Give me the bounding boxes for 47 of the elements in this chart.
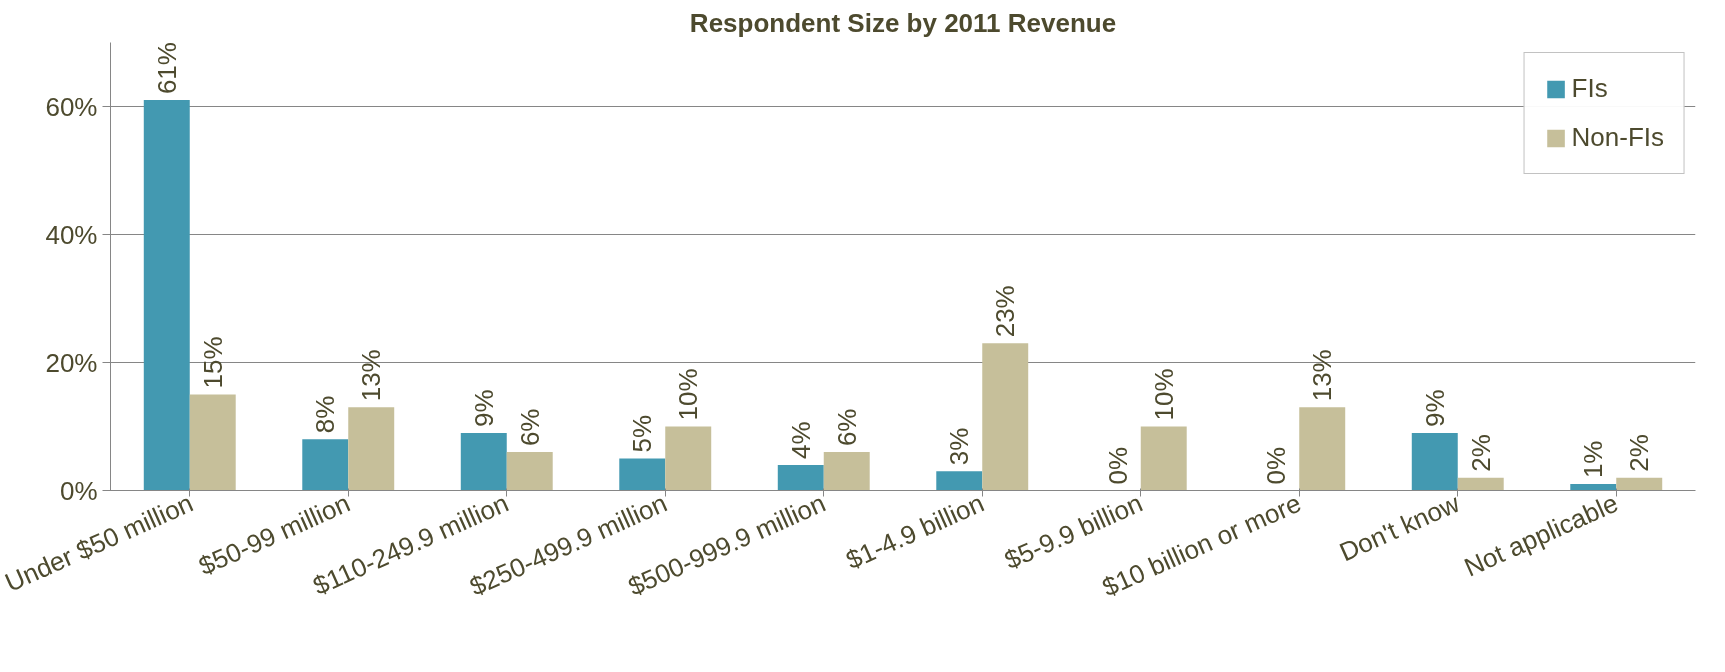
data-label: 1% — [1578, 440, 1609, 479]
bar — [1457, 477, 1504, 491]
x-tick-label: $1-4.9 billion — [841, 487, 989, 576]
bar — [189, 394, 236, 491]
bar — [302, 439, 349, 491]
bar — [506, 452, 553, 491]
data-label: 10% — [673, 368, 704, 421]
bar — [777, 464, 824, 491]
data-label: 6% — [831, 408, 862, 447]
bar — [460, 432, 507, 491]
data-label: 3% — [944, 427, 975, 466]
chart-title: Respondent Size by 2011 Revenue — [689, 7, 1117, 38]
data-label: 13% — [1307, 349, 1338, 402]
data-label: 6% — [514, 408, 545, 447]
bar — [936, 471, 983, 491]
data-label: 10% — [1148, 368, 1179, 421]
bar — [143, 100, 190, 491]
bar — [982, 343, 1029, 491]
data-label: 0% — [1102, 446, 1133, 485]
data-label: 9% — [1419, 389, 1450, 427]
bar — [1299, 407, 1346, 491]
data-label: 2% — [1624, 434, 1655, 472]
bar — [1140, 426, 1187, 491]
data-label: 13% — [356, 349, 387, 402]
bar — [823, 452, 870, 491]
bar — [619, 458, 666, 491]
bar — [1616, 477, 1663, 491]
bar — [1570, 484, 1617, 491]
data-label: 8% — [310, 395, 341, 434]
data-label: 15% — [197, 336, 228, 389]
y-tick-label: 40% — [45, 219, 98, 250]
bar — [1411, 432, 1458, 491]
data-label: 23% — [990, 285, 1021, 338]
data-label: 0% — [1261, 446, 1292, 485]
bar — [348, 407, 395, 491]
bar — [665, 426, 712, 491]
y-tick-label: 60% — [45, 91, 98, 122]
legend-label: Non-FIs — [1571, 122, 1664, 153]
data-label: 9% — [468, 389, 499, 427]
legend-label: FIs — [1571, 73, 1608, 104]
data-label: 4% — [785, 421, 816, 459]
y-tick-label: 0% — [59, 475, 98, 506]
data-label: 2% — [1465, 434, 1496, 472]
data-label: 5% — [627, 414, 658, 453]
data-label: 61% — [151, 42, 182, 95]
y-tick-label: 20% — [45, 347, 98, 378]
x-tick-label: Don't know — [1334, 487, 1465, 568]
